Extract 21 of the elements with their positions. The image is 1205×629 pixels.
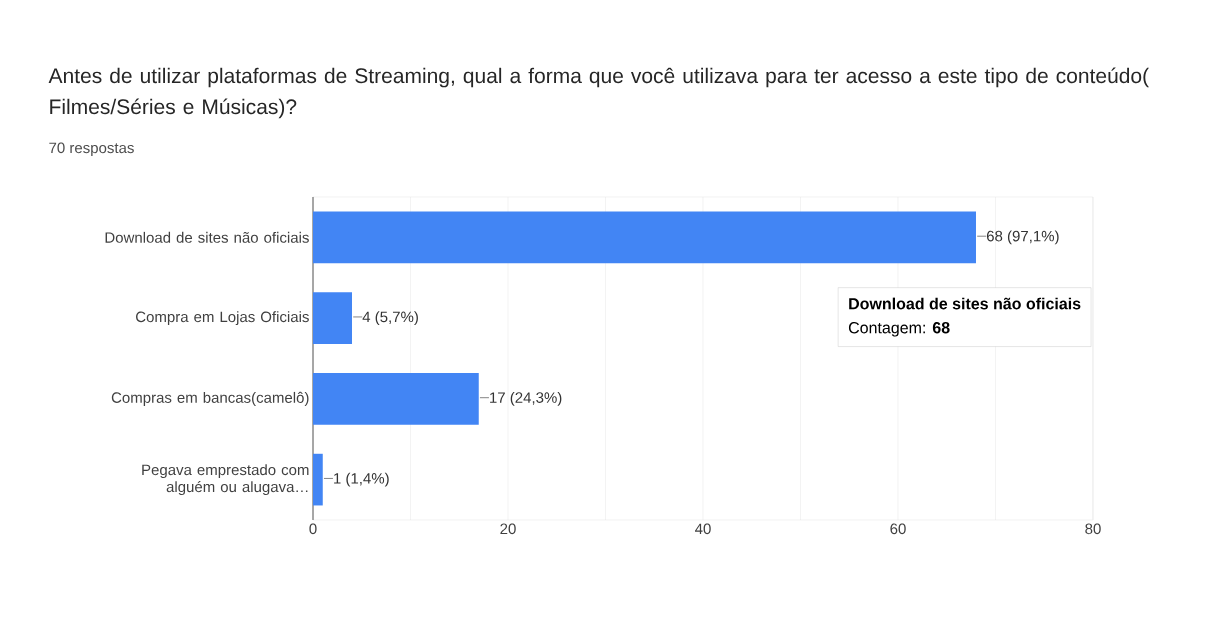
data-label: 68 (97,1%) [986, 230, 1059, 245]
text: 70 respostas [49, 142, 134, 157]
annotation: Download de sites não oficiais [849, 297, 1081, 310]
x-tick-label: 80 [1085, 523, 1101, 535]
x-tick-label: 40 [695, 523, 711, 535]
x-tick-label: 0 [309, 523, 317, 535]
data-label: 4 (5,7%) [362, 311, 418, 326]
data-label: 17 (24,3%) [490, 391, 562, 406]
bar [313, 292, 352, 344]
y-tick-label: Compra em Lojas Oficiais [136, 311, 309, 326]
y-tick-label: Compras em bancas(camelô) [111, 391, 309, 406]
bar [313, 211, 976, 264]
annotation: Contagem: 68 [848, 322, 950, 337]
data-label: 1 (1,4%) [334, 472, 389, 487]
y-tick-label: Pegava emprestado com alguém ou alugava… [142, 464, 309, 496]
bar [313, 453, 323, 506]
y-tick-label: Download de sites não oficiais [105, 231, 309, 243]
x-tick-label: 20 [500, 523, 516, 535]
bar [313, 373, 479, 425]
chart-title: Antes de utilizar plataformas de Streaming, qual a forma que você utilizava para ter acesso a este tipo de conteúdo( Filmes/Séries e Músicas)? [48, 67, 1149, 119]
x-tick-label: 60 [890, 523, 906, 535]
